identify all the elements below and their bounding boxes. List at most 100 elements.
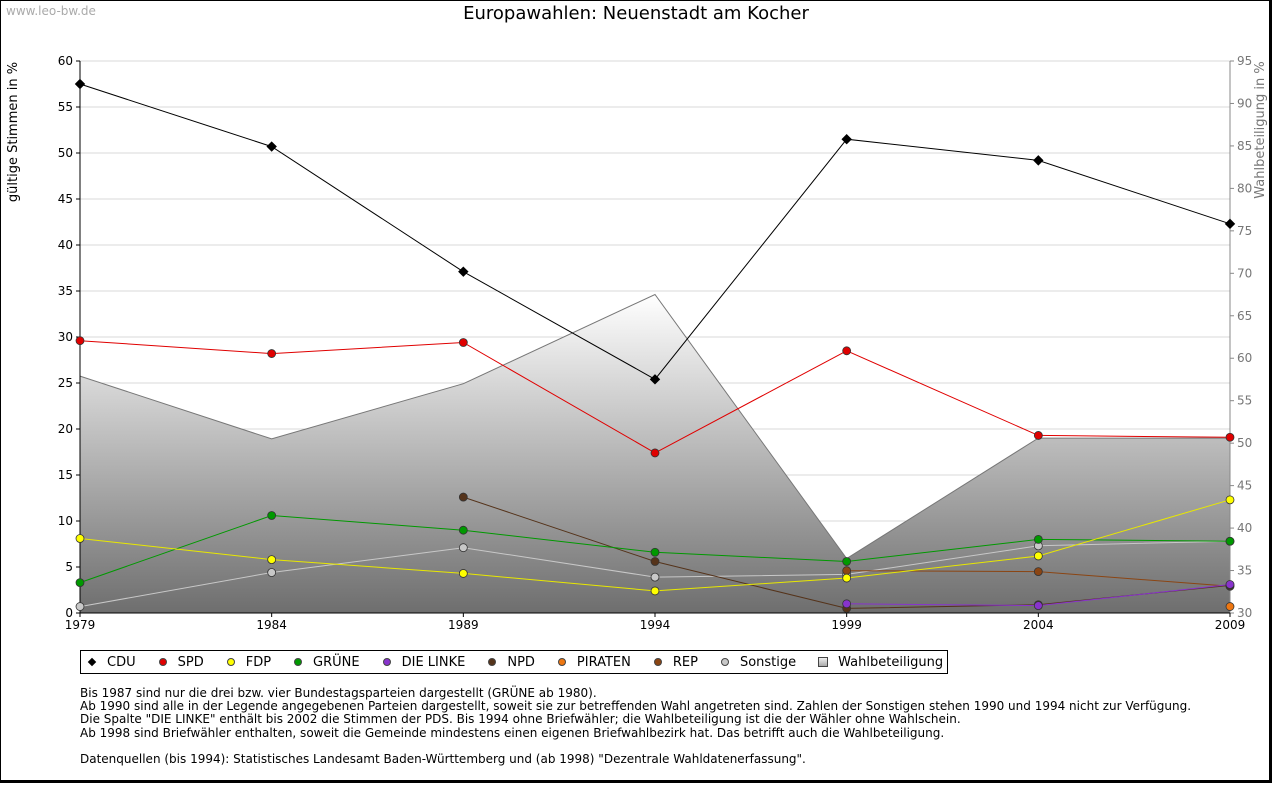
data-point-spd <box>1225 432 1235 442</box>
x-tick-label: 1984 <box>256 618 287 632</box>
legend-label: GRÜNE <box>313 654 360 670</box>
axes: 0 5 10 15 20 25 30 35 40 45 50 55 60 30 35 40 45 50 55 60 65… <box>58 54 1253 632</box>
y2-tick-label: 70 <box>1237 266 1252 280</box>
data-point-fdp <box>1033 551 1043 561</box>
data-point-cdu <box>649 374 661 385</box>
y-tick-label: 40 <box>58 238 73 252</box>
x-tick-label: 1994 <box>640 618 671 632</box>
legend-item: PIRATEN <box>557 655 631 670</box>
note-line: Ab 1990 sind alle in der Legende angegeb… <box>80 699 1192 714</box>
data-point-grüne <box>842 557 852 566</box>
y2-tick-label: 40 <box>1237 521 1252 535</box>
note-line: Die Spalte "DIE LINKE" enthält bis 2002 … <box>80 712 961 727</box>
y2-tick-label: 55 <box>1237 394 1252 408</box>
y2-tick-label: 75 <box>1237 224 1252 238</box>
note-line: Bis 1987 sind nur die drei bzw. vier Bun… <box>80 686 597 700</box>
y2-tick-label: 50 <box>1237 436 1252 450</box>
data-point-spd <box>842 346 852 356</box>
legend-item: CDU <box>87 655 136 670</box>
legend-label: REP <box>672 654 698 670</box>
y2-tick-label: 45 <box>1237 479 1252 493</box>
chart-svg: 0 5 10 15 20 25 30 35 40 45 50 55 60 30 35 40 45 50 55 60 65… <box>6 54 1268 632</box>
legend-item: FDP <box>226 655 271 670</box>
data-point-piraten <box>1225 602 1235 611</box>
footnotes: Bis 1987 sind nur die drei bzw. vier Bun… <box>80 686 1192 766</box>
data-point-fdp <box>650 586 660 596</box>
y-tick-label: 45 <box>58 192 73 206</box>
y2-tick-label: 65 <box>1237 309 1252 323</box>
legend-marker-circle <box>226 658 235 666</box>
data-point-grüne <box>650 547 660 557</box>
legend-label: DIE LINKE <box>401 654 466 670</box>
legend-marker-circle <box>294 658 303 666</box>
y2-tick-label: 85 <box>1237 139 1252 153</box>
legend-marker-circle <box>557 658 566 666</box>
y2-tick-label: 35 <box>1237 564 1252 578</box>
x-tick-label: 2004 <box>1023 618 1054 632</box>
y-tick-label: 5 <box>65 560 73 574</box>
data-point-cdu <box>841 133 852 145</box>
data-point-sonstige <box>458 543 468 553</box>
data-sources: Datenquellen (bis 1994): Statistisches L… <box>80 751 806 766</box>
legend-marker-circle <box>653 658 662 666</box>
y-tick-label: 50 <box>58 146 73 160</box>
data-point-spd <box>75 336 85 346</box>
x-tick-label: 1979 <box>65 618 96 632</box>
legend-marker-diamond <box>87 657 97 667</box>
y-tick-label: 60 <box>58 54 73 68</box>
y-tick-label: 10 <box>58 514 73 528</box>
legend-item: GRÜNE <box>293 655 360 670</box>
data-point-spd <box>650 448 660 458</box>
data-point-grüne <box>267 511 277 520</box>
data-point-sonstige <box>75 602 85 611</box>
data-point-fdp <box>1225 495 1235 505</box>
data-point-rep <box>842 566 852 576</box>
x-tick-label: 2009 <box>1215 618 1246 632</box>
legend-label: NPD <box>507 654 535 670</box>
legend-marker-circle <box>382 658 391 666</box>
legend: CDU SPD FDP GRÜNE DIE LINKE NPD PIRATEN REP Sons… <box>80 650 949 674</box>
y-tick-label: 55 <box>58 100 73 114</box>
y2-tick-label: 95 <box>1237 54 1252 68</box>
y-tick-label: 35 <box>58 284 73 298</box>
legend-marker-circle <box>720 658 729 666</box>
watermark: www.leo-bw.de <box>6 4 96 18</box>
data-point-npd <box>458 492 468 502</box>
y2-tick-label: 80 <box>1237 181 1252 195</box>
legend-label: PIRATEN <box>576 654 631 670</box>
legend-marker-circle <box>158 658 167 666</box>
note-line: Ab 1998 sind Briefwähler enthalten, sowe… <box>80 725 945 740</box>
y-tick-label: 15 <box>58 468 73 482</box>
legend-label: Sonstige <box>739 654 797 670</box>
y2-tick-label: 30 <box>1237 606 1252 620</box>
data-point-die-linke <box>1225 580 1235 589</box>
y2-tick-label: 60 <box>1237 351 1252 365</box>
y-tick-label: 20 <box>58 422 73 436</box>
x-tick-label: 1989 <box>448 618 479 632</box>
legend-item: NPD <box>487 655 535 670</box>
legend-label: SPD <box>177 654 204 670</box>
data-point-spd <box>267 349 277 358</box>
data-point-fdp <box>75 534 85 543</box>
legend-item: REP <box>653 655 698 670</box>
legend-label: Wahlbeteiligung <box>838 654 944 670</box>
legend-label: FDP <box>245 654 272 670</box>
x-tick-label: 1999 <box>831 618 862 632</box>
legend-label: CDU <box>107 654 136 670</box>
data-point-cdu <box>266 141 277 152</box>
data-point-spd <box>1033 431 1043 440</box>
data-point-npd <box>650 557 660 566</box>
data-point-grüne <box>458 525 468 535</box>
data-point-cdu <box>1033 155 1044 166</box>
data-point-rep <box>1033 567 1043 576</box>
chart-title: Europawahlen: Neuenstadt am Kocher <box>463 3 809 24</box>
y-axis-label: gültige Stimmen in % <box>6 62 21 202</box>
data-point-die-linke <box>842 599 852 609</box>
series-markers <box>74 78 1236 613</box>
data-point-grüne <box>1225 536 1235 546</box>
legend-item: DIE LINKE <box>382 654 466 670</box>
data-point-sonstige <box>267 568 277 577</box>
y2-axis-label: Wahlbeteiligung in % <box>1253 61 1268 198</box>
data-point-sonstige <box>650 572 660 582</box>
data-point-grüne <box>75 578 85 588</box>
